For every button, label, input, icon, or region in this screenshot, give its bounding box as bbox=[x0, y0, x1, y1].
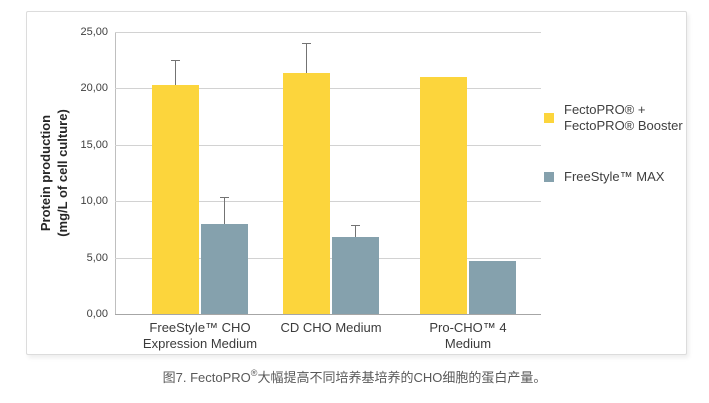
chart-panel: Protein production (mg/L of cell culture… bbox=[26, 11, 687, 355]
error-bar-cap bbox=[351, 224, 360, 226]
error-bar-cap bbox=[302, 43, 311, 45]
legend-label-freestyle: FreeStyle™ MAX bbox=[564, 169, 664, 185]
error-bar-line bbox=[175, 60, 176, 85]
x-category-label: FreeStyle™ CHO Expression Medium bbox=[115, 320, 285, 352]
error-bar-cap bbox=[220, 196, 229, 198]
x-category-label-line: CD CHO Medium bbox=[280, 320, 382, 335]
y-axis-title: Protein production (mg/L of cell culture… bbox=[37, 109, 71, 237]
legend-label-freestyle-line1: FreeStyle™ MAX bbox=[564, 169, 665, 184]
bar-series1-cat2 bbox=[283, 72, 330, 314]
x-category-label-line: Pro-CHO™ 4 bbox=[429, 320, 507, 335]
y-axis-title-line2: (mg/L of cell culture) bbox=[55, 109, 70, 237]
y-tick-label: 15,00 bbox=[80, 138, 108, 151]
legend-label-fectopro-line1: FectoPRO® + bbox=[564, 102, 646, 117]
bar-series2-cat3 bbox=[469, 260, 516, 314]
legend-item-freestyle: FreeStyle™ MAX bbox=[544, 169, 664, 185]
y-tick-label: 10,00 bbox=[80, 195, 108, 208]
error-bar-line bbox=[306, 43, 307, 73]
y-tick-label: 20,00 bbox=[80, 82, 108, 95]
legend-label-fectopro: FectoPRO® + FectoPRO® Booster bbox=[564, 102, 683, 134]
gridline bbox=[115, 314, 541, 315]
error-bar-line bbox=[355, 224, 356, 238]
y-tick-label: 5,00 bbox=[86, 251, 108, 264]
y-axis-title-line1: Protein production bbox=[38, 114, 53, 232]
bar-series2-cat1 bbox=[201, 223, 248, 314]
caption-figure-label: 图7. FectoPRO bbox=[162, 370, 251, 385]
y-tick-label: 0,00 bbox=[86, 308, 108, 320]
caption-superscript: ® bbox=[250, 367, 258, 378]
y-axis-line bbox=[115, 32, 116, 314]
x-category-label: Pro-CHO™ 4 Medium bbox=[383, 320, 553, 352]
error-bar-line bbox=[224, 196, 225, 224]
legend-label-fectopro-line2: FectoPRO® Booster bbox=[564, 118, 683, 133]
caption: 图7. FectoPRO®大幅提高不同培养基培养的CHO细胞的蛋白产量。 bbox=[0, 367, 709, 386]
bar-series2-cat2 bbox=[332, 237, 379, 314]
plot-area: 25,00 20,00 15,00 10,00 5,00 0,00 FreeStyle™ C… bbox=[80, 26, 541, 351]
bar-series1-cat3 bbox=[420, 77, 467, 314]
y-tick-label: 25,00 bbox=[80, 26, 108, 38]
legend-swatch-freestyle bbox=[544, 172, 554, 182]
bar-series1-cat1 bbox=[152, 85, 199, 314]
x-category-label: CD CHO Medium bbox=[246, 320, 416, 336]
x-category-label-line: Expression Medium bbox=[142, 336, 258, 351]
caption-text: 大幅提高不同培养基培养的CHO细胞的蛋白产量。 bbox=[257, 370, 547, 385]
gridline bbox=[115, 32, 541, 33]
legend-swatch-fectopro bbox=[544, 113, 554, 123]
x-category-label-line: FreeStyle™ CHO bbox=[149, 320, 251, 335]
error-bar-cap bbox=[171, 60, 180, 62]
x-category-label-line: Medium bbox=[444, 336, 492, 351]
legend-item-fectopro: FectoPRO® + FectoPRO® Booster bbox=[544, 102, 683, 134]
